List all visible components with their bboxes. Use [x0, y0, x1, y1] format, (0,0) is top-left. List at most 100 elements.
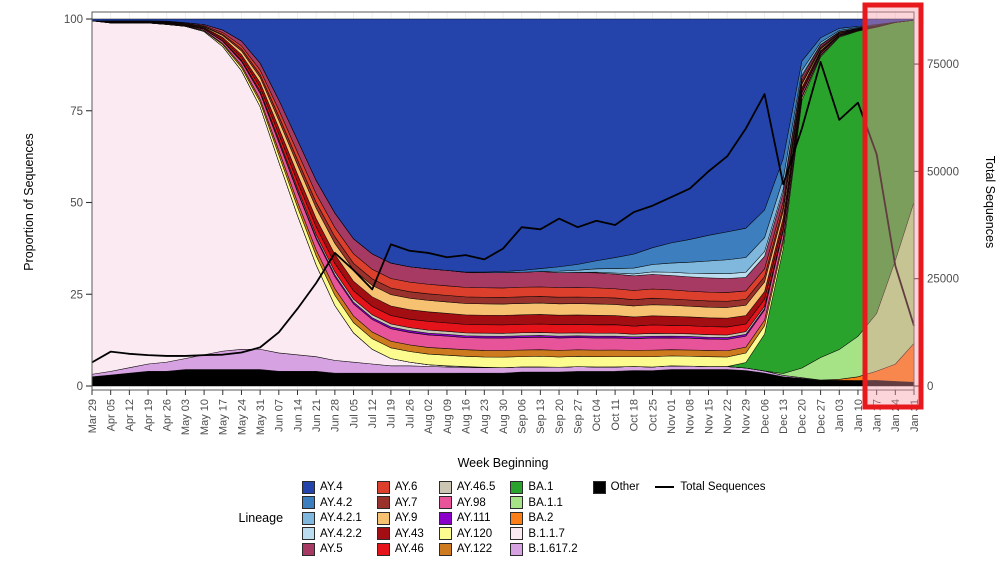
legend-swatch-AY.7 [376, 496, 390, 509]
legend-swatch-AY.122 [438, 542, 452, 556]
legend-item-AY.43: AY.43 [376, 527, 424, 541]
x-tick-label: Dec 27 [815, 399, 827, 434]
legend-column-4: BA.1 BA.1.1 BA.2 B.1.1.7 B.1.617.2 [510, 480, 578, 556]
y-tick-label: 75 [70, 106, 83, 118]
legend-swatch-AY.120 [438, 527, 452, 540]
total-sequences-line [91, 61, 915, 364]
legend-item-B.1.617.2: B.1.617.2 [510, 542, 578, 556]
legend-item-AY.4.2.1: AY.4.2.1 [302, 511, 362, 525]
legend-label: Other [610, 481, 640, 493]
x-tick-label: Jul 26 [404, 399, 416, 428]
legend-label: B.1.1.7 [528, 527, 565, 540]
x-tick-label: Aug 23 [479, 399, 491, 434]
legend-item-AY.7: AY.7 [376, 496, 424, 510]
legend-item-Total Sequences: Total Sequences [654, 480, 765, 494]
legend-label: AY.46.5 [456, 481, 496, 493]
x-tick-label: Sep 20 [554, 399, 566, 434]
x-tick-label: Dec 06 [759, 399, 771, 434]
legend-column-2: AY.6 AY.7 AY.9 AY.43 AY.46 [376, 480, 424, 556]
y2-tick-label: 0 [927, 381, 933, 393]
legend-label: B.1.617.2 [528, 543, 578, 555]
x-tick-label: Jun 14 [292, 399, 304, 432]
legend-item-AY.111: AY.111 [438, 511, 496, 525]
x-tick-label: Jan 03 [834, 399, 846, 432]
legend-swatch-AY.4 [302, 480, 316, 494]
legend-item-AY.120: AY.120 [438, 527, 496, 541]
legend-label: BA.1 [528, 481, 554, 493]
x-tick-label: Aug 16 [460, 399, 472, 434]
x-tick-label: Nov 08 [685, 399, 697, 434]
stacked-area-chart: 0 25 50 75 100 0 25000 50000 75000 Mar 29 Apr 05 Ap… [22, 2, 997, 470]
x-tick-label: Jul 05 [348, 399, 360, 428]
x-tick-label: Jul 19 [386, 399, 398, 428]
legend-swatch-AY.4.2 [302, 496, 316, 509]
y-tick-label: 25 [70, 289, 83, 301]
y-tick-label: 50 [70, 198, 83, 210]
legend-swatch-AY.46 [376, 542, 390, 556]
legend-item-B.1.1.7: B.1.1.7 [510, 527, 577, 541]
x-tick-label: Aug 09 [442, 399, 454, 434]
legend-label: BA.2 [528, 512, 554, 524]
x-tick-label: Oct 18 [629, 399, 641, 431]
legend-swatch-BA.2 [510, 511, 524, 525]
legend-item-AY.4: AY.4 [302, 480, 362, 494]
legend-item-AY.98: AY.98 [438, 496, 496, 510]
legend-item-AY.9: AY.9 [376, 511, 424, 525]
highlight-rect [862, 2, 924, 410]
legend-label: AY.9 [394, 512, 418, 524]
x-tick-label: May 24 [236, 399, 248, 435]
x-tick-label: May 10 [199, 399, 211, 435]
x-tick-label: Sep 13 [535, 399, 547, 434]
x-tick-label: Aug 02 [423, 399, 435, 434]
x-tick-label: Apr 26 [162, 399, 174, 431]
legend-swatch-AY.4.2.2 [302, 527, 316, 540]
legend-item-AY.122: AY.122 [438, 542, 496, 556]
legend-swatch-AY.43 [376, 527, 390, 540]
x-tick-label: May 03 [180, 399, 192, 435]
x-tick-label: Jan 10 [853, 399, 865, 432]
legend-swatch-B.1.1.7 [510, 527, 524, 540]
legend-label: AY.4.2.2 [320, 527, 362, 540]
x-tick-label: Sep 06 [516, 399, 528, 434]
x-tick-label: Nov 15 [703, 399, 715, 434]
x-tick-label: Oct 11 [610, 399, 622, 431]
y-tick-label: 0 [77, 381, 83, 393]
legend-label: AY.6 [394, 481, 418, 493]
legend-label: BA.1.1 [528, 496, 563, 509]
legend-swatch-BA.1.1 [510, 496, 524, 509]
x-tick-label: Jun 21 [311, 399, 323, 432]
x-tick-label: Apr 19 [143, 399, 155, 431]
legend-swatch-BA.1 [510, 480, 524, 494]
legend-item-BA.1.1: BA.1.1 [510, 496, 577, 510]
x-tick-label: Nov 22 [722, 399, 734, 434]
legend-swatch-AY.4.2.1 [302, 511, 316, 525]
x-tick-label: Dec 20 [797, 399, 809, 434]
x-tick-label: Oct 04 [591, 399, 603, 431]
x-tick-label: Apr 12 [124, 399, 136, 431]
legend-item-BA.1: BA.1 [510, 480, 577, 494]
legend-swatch-AY.5 [302, 542, 316, 556]
legend-label: AY.122 [456, 543, 493, 555]
legend-item-Other: Other [592, 480, 640, 494]
legend-column-total-sequences: Total Sequences [654, 480, 765, 494]
legend-swatch-AY.6 [376, 480, 390, 494]
y2-tick-label: 50000 [927, 166, 959, 178]
legend-column-3: AY.46.5 AY.98 AY.111 AY.120 AY.122 [438, 480, 496, 556]
legend-label: AY.120 [456, 527, 493, 540]
legend-title: Lineage [238, 511, 284, 525]
total-sequences-line-icon [655, 485, 675, 489]
legend-swatch-Other [592, 480, 606, 494]
legend-item-AY.4.2.2: AY.4.2.2 [302, 527, 362, 541]
x-tick-label: Apr 05 [105, 399, 117, 431]
legend-item-AY.6: AY.6 [376, 480, 424, 494]
legend-label: Total Sequences [680, 481, 766, 493]
legend-label: AY.111 [456, 512, 491, 524]
legend-label: AY.46 [394, 543, 424, 555]
legend-column-1: AY.4 AY.4.2 AY.4.2.1 AY.4.2.2 AY.5 [302, 480, 362, 556]
legend-label: AY.7 [394, 496, 418, 509]
legend-label: AY.4.2 [320, 496, 353, 509]
legend-item-AY.46: AY.46 [376, 542, 424, 556]
x-tick-label: Nov 01 [666, 399, 678, 434]
legend-item-BA.2: BA.2 [510, 511, 577, 525]
